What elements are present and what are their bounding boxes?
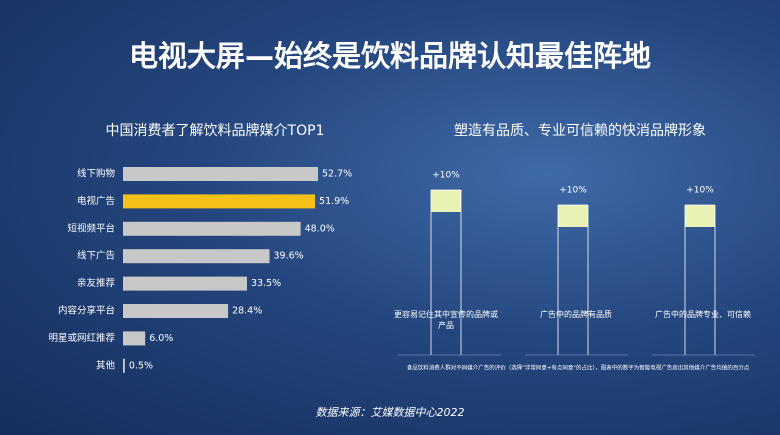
bar <box>123 221 301 236</box>
chart-title: 塑造有品质、专业可信赖的快消品牌形象 <box>454 122 706 139</box>
highlight <box>558 205 588 227</box>
value-label: 6.0% <box>149 333 173 344</box>
bar <box>123 167 318 181</box>
value-label: +10% <box>686 186 714 196</box>
category-label: 内容分享平台 <box>58 305 115 317</box>
value-label: 0.5% <box>129 360 153 371</box>
category-label: 广告中的品牌专业、可信赖 <box>655 310 751 319</box>
category-label: 短视频平台 <box>67 222 115 234</box>
category-label: 线下广告 <box>77 250 115 262</box>
source: 数据来源：艾媒数据中心2022 <box>316 406 465 419</box>
bar <box>123 358 125 373</box>
highlight <box>431 190 461 212</box>
category-label: 其他 <box>96 359 116 371</box>
category-label: 亲友推荐 <box>77 277 116 289</box>
value-label: 39.6% <box>274 251 304 262</box>
bar <box>123 194 316 209</box>
main-title: 电视大屏—始终是饮料品牌认知最佳阵地 <box>129 39 651 73</box>
bar <box>123 304 229 318</box>
highlight <box>685 205 715 227</box>
value-label: +10% <box>559 186 587 196</box>
bar <box>123 331 146 346</box>
value-label: 28.4% <box>232 306 262 317</box>
value-label: 51.9% <box>319 196 349 207</box>
column-outline <box>557 204 589 355</box>
value-label: +10% <box>432 171 460 181</box>
category-label: 更容易记住其中宣传的品牌或产品 <box>394 310 498 330</box>
bar <box>123 276 247 291</box>
category-label: 电视广告 <box>77 195 115 207</box>
category-label: 线下购物 <box>77 168 116 180</box>
category-label: 广告中的品牌有品质 <box>540 310 612 319</box>
value-label: 48.0% <box>305 223 335 234</box>
note: 食品饮料消费人群对不同媒介广告的评价（选择"非常同意+有点同意"的占比），图表中… <box>407 364 750 372</box>
value-label: 52.7% <box>322 169 352 180</box>
value-label: 33.5% <box>251 278 281 289</box>
column-outline <box>430 189 462 355</box>
column-outline <box>684 204 716 355</box>
bar <box>123 249 270 264</box>
chart-title: 中国消费者了解饮料品牌媒介TOP1 <box>106 122 325 139</box>
category-label: 明星或网红推荐 <box>48 332 115 344</box>
